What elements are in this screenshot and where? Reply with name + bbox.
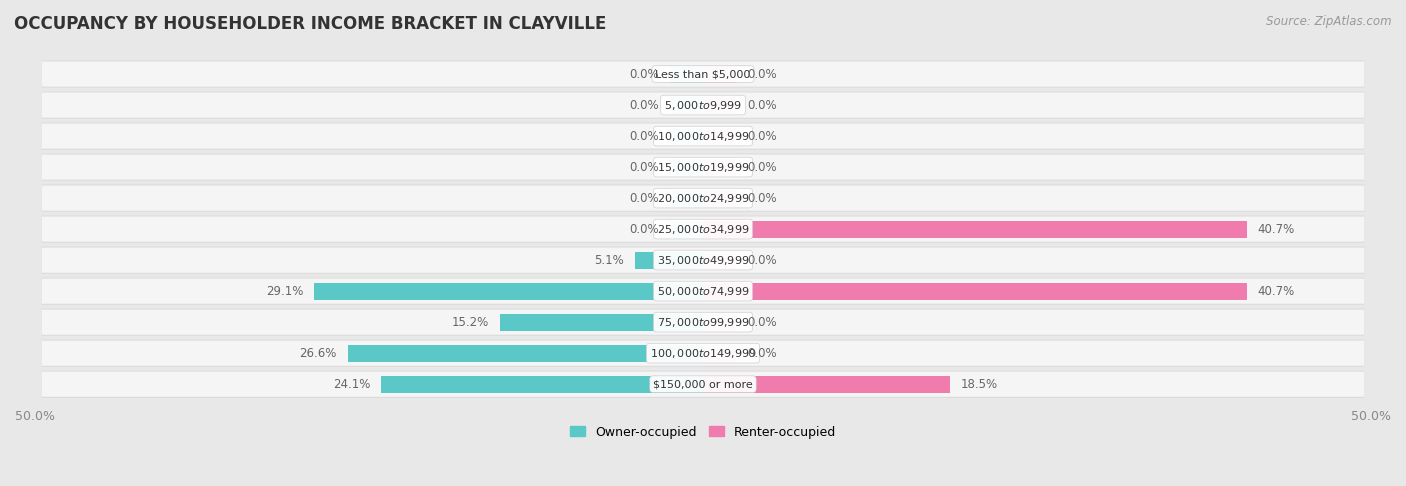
FancyBboxPatch shape bbox=[42, 154, 1364, 180]
FancyBboxPatch shape bbox=[42, 310, 1364, 335]
Bar bbox=[703, 252, 737, 269]
Text: 18.5%: 18.5% bbox=[960, 378, 998, 391]
Text: 40.7%: 40.7% bbox=[1257, 285, 1295, 297]
FancyBboxPatch shape bbox=[42, 155, 1364, 180]
FancyBboxPatch shape bbox=[42, 185, 1364, 211]
Text: $75,000 to $99,999: $75,000 to $99,999 bbox=[657, 315, 749, 329]
Bar bbox=[703, 127, 737, 145]
Text: 40.7%: 40.7% bbox=[1257, 223, 1295, 236]
Bar bbox=[669, 190, 703, 207]
FancyBboxPatch shape bbox=[42, 278, 1364, 304]
Text: 29.1%: 29.1% bbox=[266, 285, 304, 297]
Text: 0.0%: 0.0% bbox=[630, 68, 659, 81]
FancyBboxPatch shape bbox=[42, 247, 1364, 273]
Text: 0.0%: 0.0% bbox=[747, 347, 776, 360]
FancyBboxPatch shape bbox=[42, 92, 1364, 118]
FancyBboxPatch shape bbox=[42, 123, 1364, 149]
Text: 0.0%: 0.0% bbox=[747, 130, 776, 142]
Text: 15.2%: 15.2% bbox=[451, 315, 489, 329]
Text: 26.6%: 26.6% bbox=[299, 347, 337, 360]
FancyBboxPatch shape bbox=[42, 247, 1364, 274]
Bar bbox=[636, 252, 703, 269]
Bar bbox=[669, 66, 703, 83]
Text: Source: ZipAtlas.com: Source: ZipAtlas.com bbox=[1267, 15, 1392, 28]
FancyBboxPatch shape bbox=[42, 216, 1364, 242]
Text: 0.0%: 0.0% bbox=[630, 223, 659, 236]
FancyBboxPatch shape bbox=[42, 309, 1364, 335]
Text: 0.0%: 0.0% bbox=[747, 191, 776, 205]
Text: $15,000 to $19,999: $15,000 to $19,999 bbox=[657, 160, 749, 174]
Bar bbox=[669, 97, 703, 114]
Bar bbox=[703, 345, 737, 362]
Bar bbox=[703, 190, 737, 207]
Text: $150,000 or more: $150,000 or more bbox=[654, 379, 752, 389]
FancyBboxPatch shape bbox=[42, 340, 1364, 366]
Bar bbox=[501, 313, 703, 330]
Text: Less than $5,000: Less than $5,000 bbox=[655, 69, 751, 79]
Text: $50,000 to $74,999: $50,000 to $74,999 bbox=[657, 285, 749, 297]
Text: 0.0%: 0.0% bbox=[747, 160, 776, 174]
Bar bbox=[347, 345, 703, 362]
FancyBboxPatch shape bbox=[42, 92, 1364, 119]
Legend: Owner-occupied, Renter-occupied: Owner-occupied, Renter-occupied bbox=[565, 420, 841, 444]
FancyBboxPatch shape bbox=[42, 278, 1364, 304]
Bar bbox=[381, 376, 703, 393]
Text: 0.0%: 0.0% bbox=[747, 99, 776, 112]
Text: 0.0%: 0.0% bbox=[630, 130, 659, 142]
Text: 0.0%: 0.0% bbox=[747, 68, 776, 81]
Bar bbox=[669, 158, 703, 175]
Text: 24.1%: 24.1% bbox=[333, 378, 370, 391]
Bar bbox=[703, 158, 737, 175]
Text: $25,000 to $34,999: $25,000 to $34,999 bbox=[657, 223, 749, 236]
Bar bbox=[703, 221, 1247, 238]
FancyBboxPatch shape bbox=[42, 61, 1364, 87]
Text: $35,000 to $49,999: $35,000 to $49,999 bbox=[657, 254, 749, 267]
Text: 0.0%: 0.0% bbox=[630, 160, 659, 174]
Bar bbox=[703, 376, 950, 393]
Text: 0.0%: 0.0% bbox=[630, 191, 659, 205]
Text: 0.0%: 0.0% bbox=[747, 254, 776, 267]
Text: $5,000 to $9,999: $5,000 to $9,999 bbox=[664, 99, 742, 112]
Bar bbox=[314, 282, 703, 300]
Bar bbox=[703, 282, 1247, 300]
Bar bbox=[669, 127, 703, 145]
FancyBboxPatch shape bbox=[42, 61, 1364, 87]
Text: $20,000 to $24,999: $20,000 to $24,999 bbox=[657, 191, 749, 205]
FancyBboxPatch shape bbox=[42, 371, 1364, 397]
Text: 0.0%: 0.0% bbox=[630, 99, 659, 112]
Text: $10,000 to $14,999: $10,000 to $14,999 bbox=[657, 130, 749, 142]
Bar bbox=[703, 97, 737, 114]
Text: OCCUPANCY BY HOUSEHOLDER INCOME BRACKET IN CLAYVILLE: OCCUPANCY BY HOUSEHOLDER INCOME BRACKET … bbox=[14, 15, 606, 33]
Bar bbox=[703, 313, 737, 330]
Bar bbox=[669, 221, 703, 238]
Text: $100,000 to $149,999: $100,000 to $149,999 bbox=[650, 347, 756, 360]
FancyBboxPatch shape bbox=[42, 340, 1364, 366]
FancyBboxPatch shape bbox=[42, 371, 1364, 398]
Bar bbox=[703, 66, 737, 83]
FancyBboxPatch shape bbox=[42, 216, 1364, 243]
FancyBboxPatch shape bbox=[42, 123, 1364, 149]
FancyBboxPatch shape bbox=[42, 185, 1364, 211]
Text: 5.1%: 5.1% bbox=[595, 254, 624, 267]
Text: 0.0%: 0.0% bbox=[747, 315, 776, 329]
